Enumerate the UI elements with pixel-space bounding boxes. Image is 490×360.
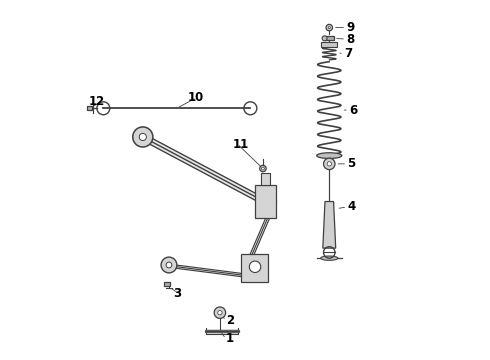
Bar <box>164 282 170 286</box>
Text: 3: 3 <box>173 287 181 300</box>
Text: 5: 5 <box>347 157 355 170</box>
Circle shape <box>323 158 335 170</box>
Text: 9: 9 <box>346 21 354 34</box>
Text: 11: 11 <box>232 138 249 151</box>
Circle shape <box>139 134 147 140</box>
Bar <box>324 36 334 40</box>
Polygon shape <box>323 202 336 248</box>
Circle shape <box>166 262 172 268</box>
Text: 6: 6 <box>349 104 357 117</box>
Bar <box>321 41 337 47</box>
Circle shape <box>322 36 327 41</box>
Circle shape <box>218 311 222 315</box>
Ellipse shape <box>320 256 338 260</box>
Bar <box>87 107 92 110</box>
Text: 7: 7 <box>344 47 352 60</box>
Bar <box>255 185 276 218</box>
Text: 1: 1 <box>226 332 234 345</box>
Circle shape <box>133 127 153 147</box>
Circle shape <box>249 261 261 273</box>
Circle shape <box>161 257 177 273</box>
Text: 12: 12 <box>89 95 105 108</box>
Circle shape <box>214 307 225 319</box>
Circle shape <box>260 165 266 172</box>
Circle shape <box>326 24 333 31</box>
Ellipse shape <box>317 153 342 158</box>
Bar <box>261 173 270 185</box>
Circle shape <box>328 27 330 29</box>
Circle shape <box>262 167 265 170</box>
Circle shape <box>327 162 331 166</box>
Bar <box>242 253 269 282</box>
Text: 2: 2 <box>226 314 234 327</box>
Text: 4: 4 <box>347 201 355 213</box>
Text: 10: 10 <box>188 91 204 104</box>
Text: 8: 8 <box>346 32 354 46</box>
